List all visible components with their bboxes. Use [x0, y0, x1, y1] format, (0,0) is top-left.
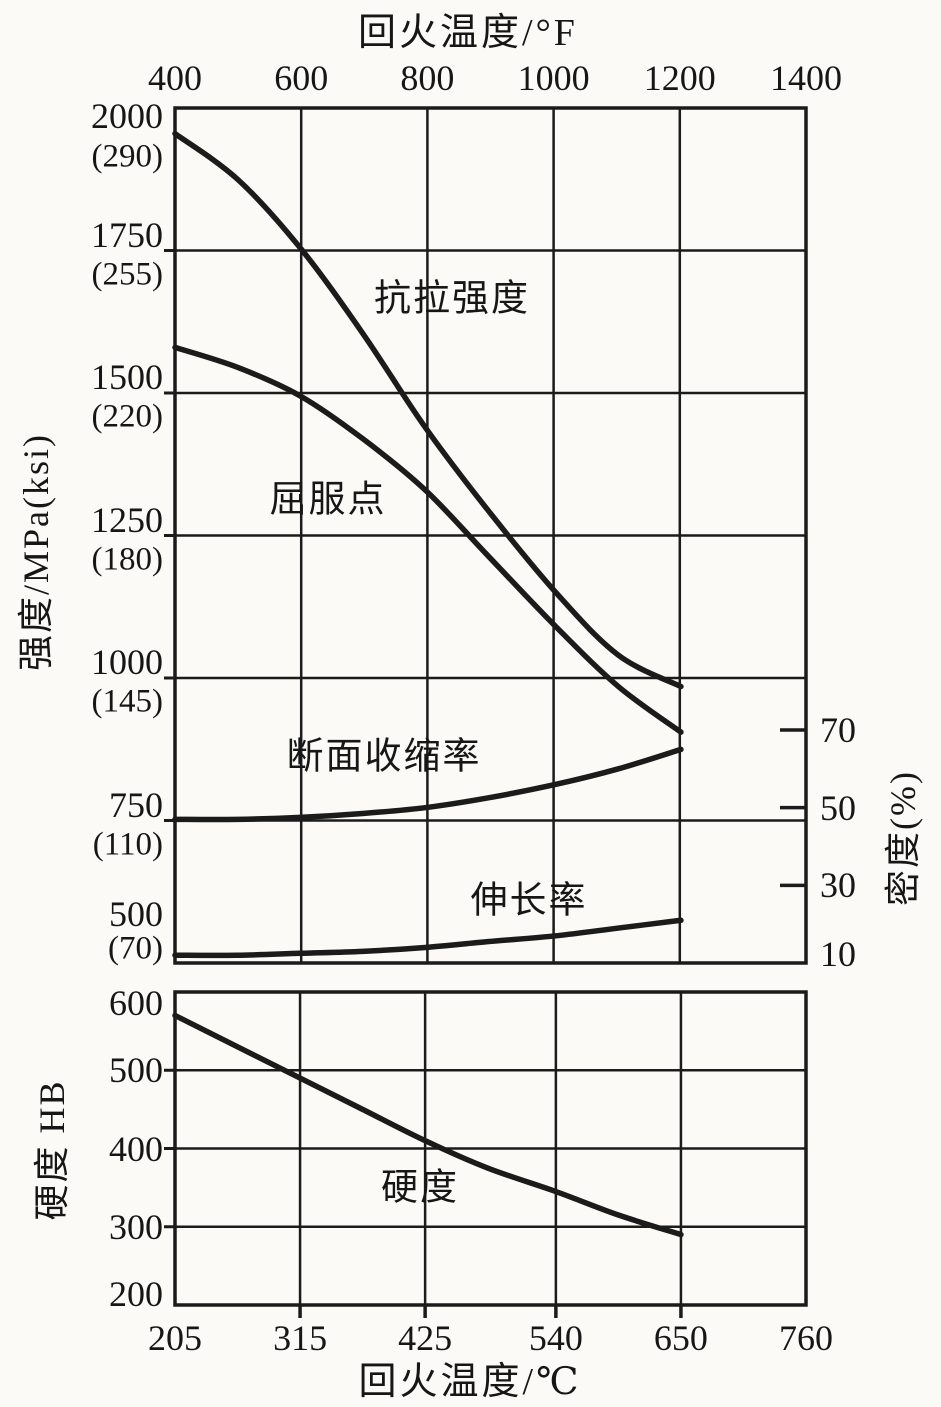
hardness-tick-label: 600	[109, 983, 163, 1023]
bottom-x-axis-title: 回火温度/℃	[358, 1361, 582, 1403]
curve-label-tensile-strength: 抗拉强度	[374, 278, 530, 320]
strength-tick-label-ksi: (180)	[91, 541, 163, 577]
left-y-axis-title: 强度/MPa(ksi)	[16, 432, 56, 672]
strength-tick-label-mpa: 1500	[91, 357, 163, 397]
bottom-x-tick-label: 425	[398, 1318, 453, 1358]
hardness-y-axis-title: 硬度 HB	[32, 1079, 72, 1221]
right-axis-tick-label: 70	[820, 710, 856, 750]
right-axis-tick-label: 50	[820, 787, 856, 828]
strength-tick-label-ksi: (110)	[92, 826, 163, 862]
strength-tick-label-mpa: 750	[109, 784, 163, 825]
curve-elongation	[172, 917, 684, 959]
curve-label-elongation: 伸长率	[470, 880, 588, 922]
strength-tick-label-ksi: (145)	[91, 683, 163, 720]
bottom-x-tick-label: 540	[528, 1318, 583, 1358]
curve-label-hardness: 硬度	[381, 1167, 459, 1209]
bottom-x-tick-label: 650	[653, 1318, 708, 1358]
top-x-tick-label: 600	[274, 58, 329, 98]
strength-tick-label-ksi: (290)	[91, 138, 163, 175]
strength-tick-label-mpa: 1000	[91, 642, 163, 682]
top-x-tick-label: 400	[148, 58, 202, 98]
hardness-tick-label: 300	[109, 1206, 163, 1247]
hardness-tick-label: 200	[109, 1274, 163, 1314]
curve-yield-point	[172, 344, 684, 735]
strength-tick-label-ksi: (255)	[91, 256, 163, 292]
bottom-x-tick-label: 205	[148, 1318, 202, 1358]
strength-tick-label-mpa: 2000	[91, 96, 163, 136]
curve-reduction-of-area	[172, 746, 684, 823]
bottom-x-tick-label: 760	[779, 1318, 833, 1358]
strength-tick-label-mpa: 500	[109, 894, 163, 934]
strength-tick-label-mpa: 1750	[91, 214, 163, 255]
top-x-tick-label: 800	[400, 58, 455, 98]
curve-tensile-strength	[172, 130, 684, 690]
bottom-x-tick-label: 315	[273, 1318, 328, 1358]
right-y-axis-title: 密度(%)	[883, 770, 923, 906]
top-x-tick-label: 1000	[517, 58, 590, 98]
top-x-axis-title: 回火温度/°F	[358, 12, 578, 54]
right-axis-tick-label: 10	[820, 934, 856, 974]
top-x-tick-label: 1200	[643, 58, 716, 98]
strength-tick-label-ksi: (70)	[108, 930, 163, 967]
right-axis-tick-label: 30	[820, 865, 856, 906]
strength-tick-label-ksi: (220)	[91, 398, 163, 435]
curve-hardness	[172, 1012, 684, 1238]
curve-label-yield-point: 屈服点	[269, 479, 387, 521]
top-x-tick-label: 1400	[770, 58, 842, 98]
strength-tick-label-mpa: 1250	[91, 499, 163, 540]
curve-label-reduction-of-area: 断面收缩率	[286, 736, 482, 778]
hardness-tick-label: 400	[109, 1128, 163, 1169]
hardness-tick-label: 500	[109, 1050, 163, 1091]
